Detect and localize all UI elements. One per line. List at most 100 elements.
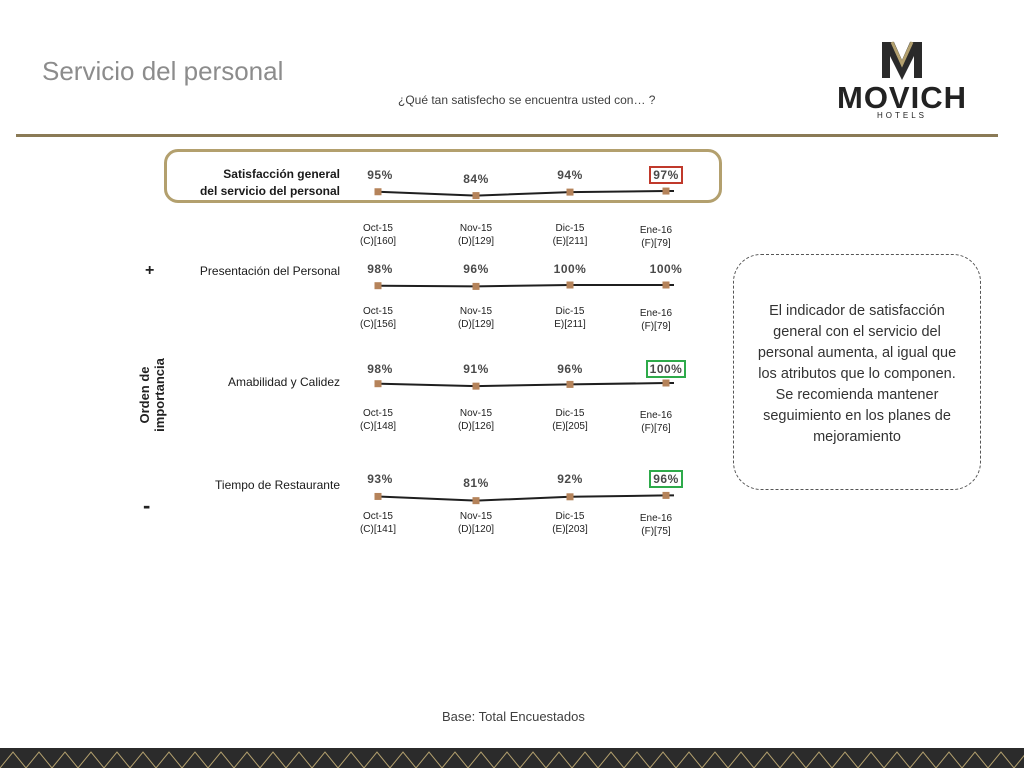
- period-tick-label: Ene-16 (F)[79]: [639, 225, 673, 249]
- footer-band: [0, 748, 1024, 768]
- value-label-wrap: 100%: [545, 262, 595, 276]
- footer-pattern-icon: [883, 751, 911, 768]
- value-label: 94%: [557, 168, 583, 182]
- value-label-wrap: 95%: [355, 168, 405, 182]
- row-label-presentacion: Presentación del Personal: [199, 264, 340, 278]
- value-label: 98%: [367, 362, 393, 376]
- value-label: 92%: [557, 472, 583, 486]
- value-label-wrap: 94%: [545, 168, 595, 182]
- period-tick-label: Dic-15 (E)[203]: [552, 511, 588, 535]
- data-point: [472, 497, 480, 505]
- data-point: [662, 379, 670, 387]
- footer-pattern-icon: [779, 751, 807, 768]
- footer-pattern-icon: [77, 751, 105, 768]
- general-highlight-box: [164, 149, 722, 203]
- footer-pattern-icon: [519, 751, 547, 768]
- footer-pattern-icon: [285, 751, 313, 768]
- data-point: [662, 281, 670, 289]
- footer-pattern-icon: [597, 751, 625, 768]
- data-point: [662, 491, 670, 499]
- footer-pattern-icon: [831, 751, 859, 768]
- footer-pattern-icon: [467, 751, 495, 768]
- period-tick-label: Ene-16 (F)[79]: [639, 308, 673, 332]
- period-tick-label: Oct-15 (C)[148]: [359, 408, 397, 432]
- footer-pattern-icon: [51, 751, 79, 768]
- value-label-wrap: 84%: [451, 172, 501, 186]
- period-tick-label: Dic-15 (E)[205]: [552, 408, 588, 432]
- value-label-wrap: 81%: [451, 476, 501, 490]
- footer-pattern-icon: [961, 751, 989, 768]
- value-label-wrap: 92%: [545, 472, 595, 486]
- question-subtitle: ¿Qué tan satisfecho se encuentra usted c…: [398, 93, 656, 107]
- footer-pattern-icon: [129, 751, 157, 768]
- value-label: 84%: [463, 172, 489, 186]
- data-point: [374, 380, 382, 388]
- footer-pattern-icon: [311, 751, 339, 768]
- data-point: [472, 192, 480, 200]
- footer-pattern-icon: [675, 751, 703, 768]
- data-point: [374, 492, 382, 500]
- footer-pattern-icon: [727, 751, 755, 768]
- data-point: [566, 380, 574, 388]
- row-label-amabilidad: Amabilidad y Calidez: [227, 375, 340, 389]
- footer-pattern-icon: [701, 751, 729, 768]
- data-point: [662, 187, 670, 195]
- footer-pattern-icon: [935, 751, 963, 768]
- value-label: 98%: [367, 262, 393, 276]
- footer-pattern-icon: [259, 751, 287, 768]
- footer-pattern-icon: [909, 751, 937, 768]
- period-tick-label: Ene-16 (F)[76]: [639, 410, 673, 434]
- footer-pattern-icon: [363, 751, 391, 768]
- series-line-1: [377, 284, 674, 288]
- footer-pattern-icon: [337, 751, 365, 768]
- logo-name: MOVICH: [837, 80, 967, 115]
- value-label: 91%: [463, 362, 489, 376]
- period-tick-label: Oct-15 (C)[141]: [359, 511, 397, 535]
- footer-pattern-icon: [753, 751, 781, 768]
- base-note: Base: Total Encuestados: [442, 709, 585, 724]
- value-label-wrap: 96%: [545, 362, 595, 376]
- data-point: [566, 493, 574, 501]
- value-label: 93%: [367, 472, 393, 486]
- footer-pattern-icon: [389, 751, 417, 768]
- page-title: Servicio del personal: [42, 56, 284, 86]
- footer-pattern-icon: [0, 751, 27, 768]
- footer-pattern-icon: [233, 751, 261, 768]
- series-line-2: [377, 382, 674, 388]
- value-label: 100%: [553, 262, 587, 276]
- footer-pattern-icon: [623, 751, 651, 768]
- period-tick-label: Oct-15 (C)[160]: [359, 223, 397, 247]
- logo-sub: HOTELS: [876, 111, 927, 120]
- period-tick-label: Nov-15 (D)[120]: [457, 511, 495, 535]
- row-label-tiempo: Tiempo de Restaurante: [215, 478, 340, 492]
- period-tick-label: Nov-15 (D)[126]: [457, 408, 495, 432]
- footer-pattern-icon: [571, 751, 599, 768]
- footer-pattern-icon: [155, 751, 183, 768]
- footer-pattern-icon: [207, 751, 235, 768]
- value-label-wrap: 97%: [641, 166, 691, 184]
- data-point: [374, 282, 382, 290]
- footer-pattern-icon: [493, 751, 521, 768]
- footer-pattern-icon: [857, 751, 885, 768]
- value-label: 81%: [463, 476, 489, 490]
- period-tick-label: Dic-15 (E)[211]: [552, 223, 588, 247]
- footer-pattern-icon: [181, 751, 209, 768]
- footer-pattern-icon: [441, 751, 469, 768]
- footer-pattern-icon: [987, 751, 1015, 768]
- value-label: 100%: [645, 360, 687, 378]
- importance-minus: -: [143, 493, 151, 518]
- data-point: [472, 282, 480, 290]
- value-label: 95%: [367, 168, 393, 182]
- value-label: 100%: [649, 262, 683, 276]
- movich-logo: [882, 41, 922, 80]
- value-label: 97%: [649, 166, 683, 184]
- value-label-wrap: 96%: [451, 262, 501, 276]
- period-tick-label: Nov-15 (D)[129]: [457, 306, 495, 330]
- footer-pattern-icon: [805, 751, 833, 768]
- value-label-wrap: 100%: [641, 360, 691, 378]
- importance-plus: +: [145, 262, 155, 279]
- value-label-wrap: 98%: [355, 262, 405, 276]
- logo-monogram-icon: [882, 41, 922, 80]
- data-point: [374, 188, 382, 196]
